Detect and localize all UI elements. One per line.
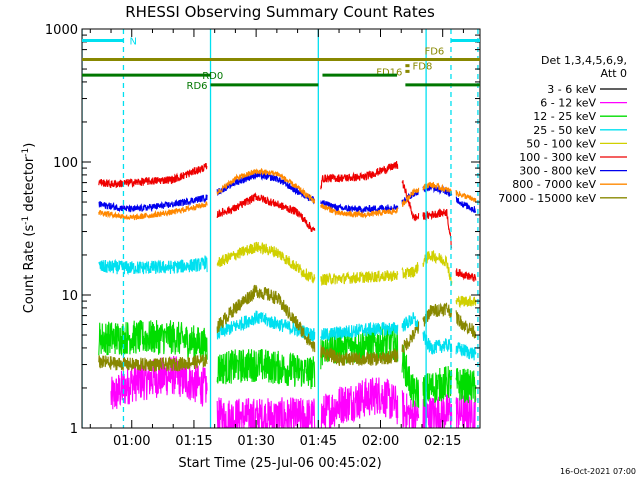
series-line-5: [98, 161, 477, 282]
flag-label-3: FD8: [413, 62, 433, 73]
legend-label-0: 3 - 6 keV: [547, 83, 596, 96]
y-tick-label-1: 10: [61, 289, 78, 304]
series-line-7: [98, 167, 477, 221]
series-line-3: [98, 255, 477, 361]
x-tick-label-5: 02:15: [424, 434, 461, 449]
x-axis-label: Start Time (25-Jul-06 00:45:02): [178, 456, 381, 471]
y-tick-label-0: 1: [70, 422, 78, 437]
legend-label-7: 800 - 7000 keV: [512, 178, 596, 191]
legend-header-attenuator: Att 0: [601, 67, 627, 80]
x-tick-label-3: 01:45: [300, 434, 337, 449]
legend-label-6: 300 - 800 keV: [519, 165, 596, 178]
y-tick-label-2: 100: [53, 156, 78, 171]
chart-title: RHESSI Observing Summary Count Rates: [125, 3, 435, 21]
flag-label-4: FD16: [376, 67, 402, 78]
plot-area: [82, 29, 479, 428]
plot-frame: [81, 28, 481, 429]
y-axis-label: Count Rate (s-1 detector-1): [21, 143, 37, 314]
series-line-8: [98, 284, 477, 372]
x-tick-label-0: 01:00: [113, 434, 150, 449]
legend-label-2: 12 - 25 keV: [533, 110, 596, 123]
legend-label-1: 6 - 12 keV: [540, 97, 596, 110]
legend-label-3: 25 - 50 keV: [533, 124, 596, 137]
flag-label-0: N: [129, 36, 136, 47]
legend-label-5: 100 - 300 keV: [519, 151, 596, 164]
series-line-4: [216, 241, 477, 309]
axes: 01:00 01:15 01:30 01:45 02:00 02:15 1 10 100 1000: [45, 23, 481, 449]
x-tick-label-1: 01:15: [175, 434, 212, 449]
legend-label-8: 7000 - 15000 keV: [498, 192, 596, 205]
flag-label-5: RD0: [202, 71, 223, 82]
flag-label-7: RD6: [187, 81, 208, 92]
y-tick-label-3: 1000: [45, 23, 78, 38]
legend-label-4: 50 - 100 keV: [526, 137, 596, 150]
generation-timestamp: 16-Oct-2021 07:00: [560, 467, 636, 476]
x-tick-label-2: 01:30: [237, 434, 274, 449]
legend-header-detectors: Det 1,3,4,5,6,9,: [541, 54, 627, 67]
flag-label-2: FD6: [424, 46, 444, 57]
x-tick-label-4: 02:00: [362, 434, 399, 449]
